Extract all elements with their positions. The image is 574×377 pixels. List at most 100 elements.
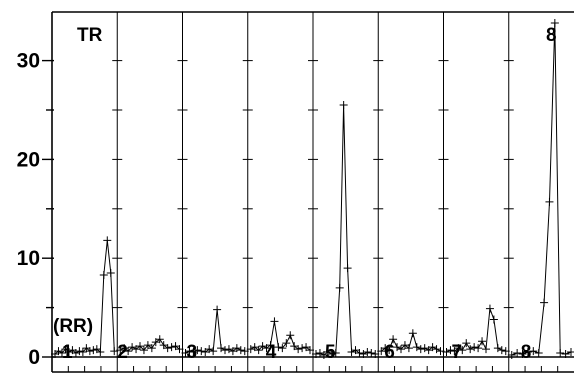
data-point-marker bbox=[181, 349, 190, 358]
data-point-marker bbox=[175, 345, 184, 354]
data-point-marker bbox=[106, 269, 115, 278]
data-point-marker bbox=[534, 349, 543, 358]
data-point-marker bbox=[232, 344, 241, 353]
data-point-marker bbox=[136, 342, 144, 351]
corner-label-tr: TR bbox=[77, 25, 103, 46]
data-point-marker bbox=[205, 345, 214, 354]
data-point-marker bbox=[163, 344, 172, 353]
data-point-marker bbox=[64, 348, 73, 357]
data-point-marker bbox=[497, 346, 506, 355]
data-point-marker bbox=[343, 264, 352, 273]
data-point-marker bbox=[556, 349, 565, 358]
data-point-marker bbox=[485, 304, 494, 313]
data-point-marker bbox=[128, 343, 137, 352]
data-point-marker bbox=[193, 346, 202, 355]
data-point-marker bbox=[306, 346, 314, 355]
series-line-5 bbox=[315, 105, 376, 356]
data-point-marker bbox=[335, 283, 344, 292]
series-line-1 bbox=[54, 240, 115, 355]
y-tick-label: 10 bbox=[17, 247, 40, 270]
data-point-marker bbox=[529, 347, 538, 356]
data-point-marker bbox=[246, 345, 255, 354]
data-point-marker bbox=[315, 349, 324, 358]
corner-label-rr: (RR) bbox=[53, 316, 93, 337]
data-point-marker bbox=[420, 344, 429, 353]
data-point-marker bbox=[99, 270, 108, 279]
data-point-marker bbox=[312, 350, 320, 359]
label-layer: TR 8 (RR) 1 2 3 4 5 6 7 8 bbox=[53, 25, 557, 363]
segment-label: 8 bbox=[521, 342, 532, 363]
data-point-marker bbox=[347, 348, 356, 357]
data-point-marker bbox=[561, 350, 570, 359]
data-point-marker bbox=[397, 345, 405, 354]
data-point-marker bbox=[513, 349, 522, 358]
data-point-marker bbox=[339, 101, 348, 110]
segment-label: 4 bbox=[266, 342, 277, 363]
data-point-marker bbox=[167, 343, 176, 352]
data-point-marker bbox=[282, 339, 291, 348]
data-point-marker bbox=[493, 344, 502, 353]
data-point-marker bbox=[221, 346, 229, 355]
data-point-marker bbox=[523, 348, 532, 357]
segment-label: 7 bbox=[452, 342, 463, 363]
data-point-marker bbox=[139, 346, 148, 355]
data-point-marker bbox=[567, 348, 574, 357]
data-point-marker bbox=[274, 343, 283, 352]
data-point-marker bbox=[298, 344, 307, 353]
data-point-marker bbox=[258, 342, 267, 351]
data-point-marker bbox=[124, 347, 133, 356]
data-point-marker bbox=[85, 347, 94, 356]
data-point-marker bbox=[507, 351, 516, 360]
data-point-marker bbox=[323, 348, 332, 357]
data-point-marker bbox=[355, 349, 364, 358]
data-point-marker bbox=[363, 348, 372, 357]
data-point-marker bbox=[89, 346, 98, 355]
data-point-marker bbox=[389, 335, 398, 344]
data-point-marker bbox=[474, 344, 483, 353]
data-point-marker bbox=[545, 197, 554, 206]
series-line-3 bbox=[185, 309, 245, 354]
data-point-marker bbox=[432, 345, 441, 354]
data-point-marker bbox=[155, 335, 164, 344]
data-point-marker bbox=[278, 344, 287, 353]
data-point-marker bbox=[54, 347, 63, 356]
data-point-marker bbox=[213, 305, 222, 314]
data-point-marker bbox=[393, 343, 402, 352]
data-point-marker bbox=[428, 343, 437, 352]
data-point-marker bbox=[416, 345, 425, 354]
data-point-marker bbox=[367, 349, 376, 358]
corner-label-8: 8 bbox=[546, 25, 557, 46]
segment-label: 2 bbox=[117, 342, 128, 363]
data-point-marker bbox=[270, 317, 279, 326]
series-line-8 bbox=[511, 23, 572, 356]
series-line-6 bbox=[380, 331, 441, 352]
axis-layer: 0 10 20 30 bbox=[17, 11, 574, 373]
data-point-marker bbox=[446, 346, 455, 355]
data-point-marker bbox=[103, 236, 112, 245]
data-point-marker bbox=[385, 346, 394, 355]
data-point-marker bbox=[331, 349, 340, 358]
data-point-marker bbox=[236, 346, 245, 355]
segment-label: 6 bbox=[384, 342, 395, 363]
data-point-marker bbox=[466, 345, 475, 354]
data-point-marker bbox=[217, 344, 226, 353]
data-layer bbox=[51, 19, 574, 360]
data-point-marker bbox=[116, 346, 125, 355]
data-point-marker bbox=[518, 350, 527, 359]
data-point-marker bbox=[489, 315, 498, 324]
data-point-marker bbox=[454, 344, 463, 353]
data-point-marker bbox=[224, 345, 233, 354]
data-point-marker bbox=[381, 344, 390, 353]
data-point-marker bbox=[408, 329, 417, 338]
data-point-marker bbox=[550, 19, 559, 28]
data-point-marker bbox=[371, 350, 380, 359]
data-point-marker bbox=[197, 347, 206, 356]
data-point-marker bbox=[185, 347, 194, 356]
data-point-marker bbox=[412, 343, 421, 352]
y-tick-label: 20 bbox=[17, 148, 40, 171]
data-point-marker bbox=[96, 348, 105, 357]
segment-label: 1 bbox=[62, 342, 73, 363]
data-point-marker bbox=[286, 331, 295, 340]
data-point-marker bbox=[436, 347, 445, 356]
